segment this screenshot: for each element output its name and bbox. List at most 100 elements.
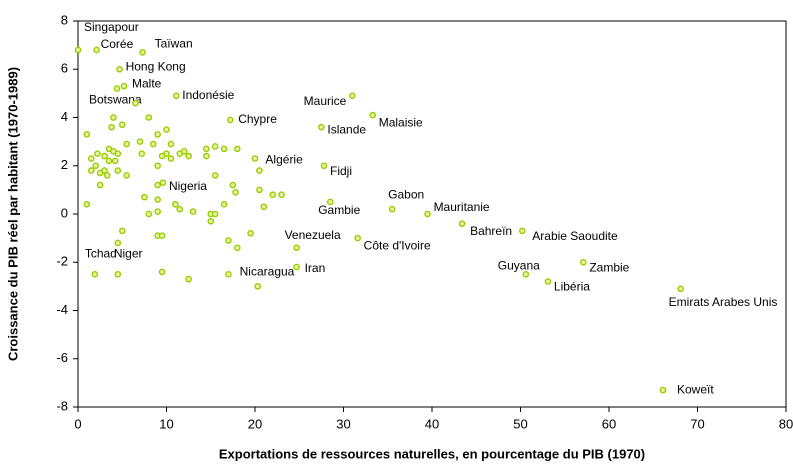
scatter-point bbox=[677, 285, 684, 293]
point-label: Botswana bbox=[89, 93, 142, 107]
scatter-point bbox=[120, 82, 128, 90]
scatter-point bbox=[114, 150, 122, 157]
scatter-point bbox=[138, 150, 146, 157]
scatter-point bbox=[114, 271, 122, 278]
scatter-point bbox=[116, 65, 123, 73]
point-label: Libéria bbox=[554, 280, 590, 294]
y-tick-label: 2 bbox=[61, 157, 68, 172]
scatter-point bbox=[232, 188, 239, 196]
scatter-point bbox=[369, 111, 377, 119]
point-label: Niger bbox=[114, 246, 143, 260]
scatter-point bbox=[96, 181, 104, 189]
point-label: Guyana bbox=[498, 258, 540, 272]
scatter-point bbox=[293, 244, 300, 252]
scatter-point bbox=[544, 278, 552, 285]
scatter-point bbox=[254, 283, 261, 290]
scatter-point bbox=[118, 121, 126, 129]
plot-frame bbox=[77, 20, 787, 408]
scatter-point bbox=[211, 143, 219, 150]
x-tick-label: 40 bbox=[425, 416, 439, 431]
scatter-point bbox=[145, 114, 153, 121]
y-tick-label: 0 bbox=[61, 205, 68, 220]
scatter-point bbox=[118, 227, 126, 235]
scatter-point bbox=[101, 167, 108, 174]
scatter-point bbox=[114, 239, 122, 247]
point-label: Nicaragua bbox=[240, 265, 295, 279]
scatter-point bbox=[233, 145, 241, 153]
point-label: Arabie Saoudite bbox=[532, 229, 618, 243]
y-tick-label: -2 bbox=[56, 254, 68, 269]
point-label: Tchad bbox=[85, 246, 117, 260]
point-label: Iran bbox=[305, 261, 326, 275]
point-label: Indonésie bbox=[182, 88, 234, 102]
scatter-point bbox=[659, 386, 667, 394]
y-tick-label: 4 bbox=[61, 109, 68, 124]
scatter-point bbox=[154, 181, 161, 189]
point-label: Corée bbox=[101, 37, 134, 51]
scatter-point bbox=[154, 208, 161, 215]
scatter-point bbox=[278, 191, 285, 198]
y-tick-label: 6 bbox=[61, 61, 68, 76]
scatter-point bbox=[167, 155, 175, 162]
scatter-point bbox=[159, 179, 167, 186]
point-label: Malte bbox=[132, 76, 162, 90]
scatter-point bbox=[172, 92, 180, 100]
scatter-point bbox=[87, 155, 95, 162]
point-label: Algérie bbox=[265, 153, 303, 167]
point-label: Zambie bbox=[589, 260, 629, 274]
point-label: Maurice bbox=[304, 94, 347, 108]
point-label: Nigeria bbox=[169, 179, 207, 193]
scatter-point bbox=[163, 150, 170, 157]
point-label: Fidji bbox=[330, 164, 352, 178]
scatter-point bbox=[424, 210, 431, 218]
scatter-point bbox=[226, 116, 234, 124]
scatter-point bbox=[211, 210, 219, 218]
y-tick-label: -6 bbox=[56, 350, 68, 365]
scatter-point bbox=[94, 150, 101, 157]
y-tick-label: 8 bbox=[61, 12, 68, 27]
point-label: Venezuela bbox=[285, 228, 341, 242]
scatter-point bbox=[185, 275, 192, 283]
scatter-point bbox=[580, 258, 587, 266]
scatter-point bbox=[87, 167, 95, 174]
y-axis-title: Croissance du PIB réel par habitant (197… bbox=[5, 67, 20, 361]
scatter-point bbox=[92, 162, 99, 170]
scatter-point bbox=[220, 145, 228, 153]
scatter-point bbox=[154, 131, 161, 138]
scatter-point bbox=[349, 92, 356, 100]
x-tick-label: 60 bbox=[602, 416, 616, 431]
scatter-point bbox=[141, 193, 148, 201]
scatter-point bbox=[154, 162, 161, 170]
scatter-point bbox=[145, 210, 153, 218]
scatter-point bbox=[518, 227, 526, 235]
x-tick-label: 70 bbox=[690, 416, 704, 431]
scatter-point bbox=[113, 85, 121, 92]
scatter-point bbox=[111, 157, 119, 165]
scatter-point bbox=[167, 140, 175, 148]
scatter-point bbox=[132, 99, 139, 107]
scatter-point bbox=[114, 167, 122, 174]
point-label: Chypre bbox=[238, 112, 277, 126]
scatter-point bbox=[225, 271, 232, 278]
scatter-point bbox=[185, 152, 192, 160]
scatter-point bbox=[74, 46, 82, 54]
scatter-point bbox=[158, 232, 166, 240]
scatter-point bbox=[225, 237, 232, 244]
scatter-point bbox=[163, 126, 170, 133]
scatter-point bbox=[158, 268, 166, 276]
scatter-point bbox=[110, 114, 117, 121]
point-label: Taïwan bbox=[155, 37, 193, 51]
scatter-point bbox=[172, 201, 179, 208]
scatter-point bbox=[101, 152, 108, 160]
point-label: Malaisie bbox=[379, 115, 423, 129]
x-tick-label: 0 bbox=[74, 416, 81, 431]
scatter-point bbox=[203, 145, 210, 153]
scatter-point bbox=[293, 263, 300, 271]
point-label: Singapour bbox=[84, 20, 139, 34]
x-tick-label: 10 bbox=[159, 416, 173, 431]
scatter-point bbox=[203, 152, 210, 160]
scatter-point bbox=[149, 140, 157, 148]
scatter-point bbox=[108, 123, 115, 131]
scatter-point bbox=[207, 217, 215, 225]
scatter-point bbox=[256, 167, 263, 174]
